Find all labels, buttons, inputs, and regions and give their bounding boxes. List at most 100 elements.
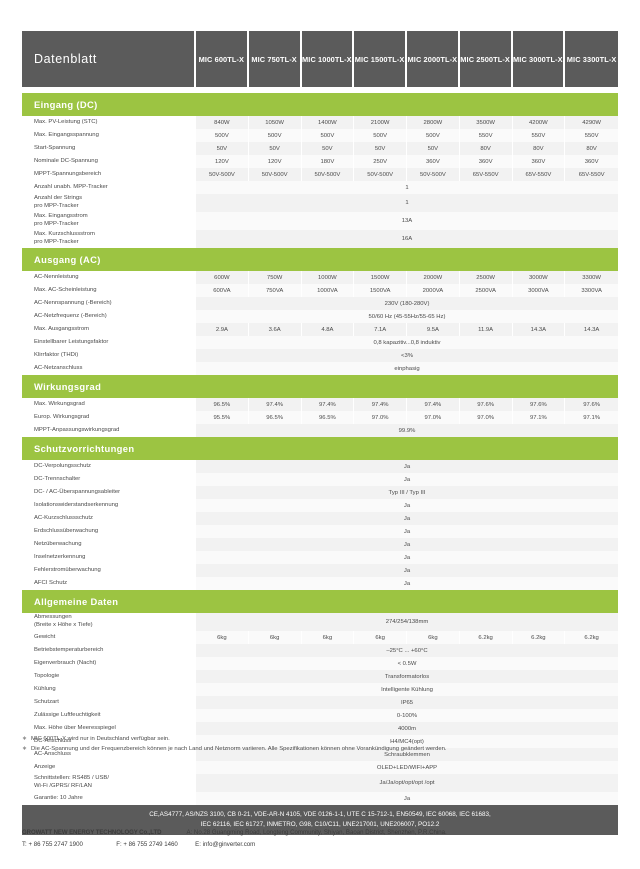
table-row: Max. Ausgangsstrom 2.9A 3.6A 4.8A 7.1A 9.5A 11… bbox=[22, 323, 618, 336]
row-label-3-6: Netzüberwachung bbox=[22, 538, 196, 551]
row-label-1-1: Max. AC-Scheinleistung bbox=[22, 284, 196, 297]
row-label-1-7: AC-Netzanschluss bbox=[22, 362, 196, 375]
row-label-0-4: MPPT-Spannungsbereich bbox=[22, 168, 196, 181]
row-span-value-4-9: H4/MC4(opt) bbox=[196, 735, 618, 748]
row-label-4-9: DC-Anschluss bbox=[22, 735, 196, 748]
row-label-3-2: DC- / AC-Überspannungsableiter bbox=[22, 486, 196, 499]
specification-table: Datenblatt MIC 600TL-X MIC 750TL-X MIC 1000… bbox=[22, 31, 618, 835]
model-header-4: MIC 2000TL-X bbox=[407, 31, 460, 87]
row-label-3-4: AC-Kurzschlussschutz bbox=[22, 512, 196, 525]
row-value-1-1-5: 2500VA bbox=[459, 284, 513, 297]
row-label-0-5: Anzahl unabh. MPP-Tracker bbox=[22, 181, 196, 194]
row-label-3-9: AFCI Schutz bbox=[22, 577, 196, 590]
row-value-0-2-7: 80V bbox=[565, 142, 618, 155]
row-span-value-4-11: OLED+LED/WIFI+APP bbox=[196, 761, 618, 774]
model-header-2: MIC 1000TL-X bbox=[301, 31, 355, 87]
footnote-text-0: MIC 600TL-X wird nur in Deutschland verf… bbox=[31, 736, 170, 742]
company-name: GROWATT NEW ENERGY TECHNOLOGY Co.,LTD bbox=[22, 829, 162, 836]
row-label-4-1: Gewicht bbox=[22, 631, 196, 644]
row-value-0-0-2: 1400W bbox=[301, 116, 355, 129]
row-value-2-1-7: 97.1% bbox=[565, 411, 618, 424]
table-row: AC-Netzfrequenz (-Bereich) 50/60 Hz (45-5… bbox=[22, 310, 618, 323]
company-email: info@ginverter.com bbox=[202, 840, 256, 848]
row-value-1-4-4: 9.5A bbox=[407, 323, 460, 336]
row-value-0-0-3: 2100W bbox=[354, 116, 407, 129]
row-value-1-4-5: 11.9A bbox=[459, 323, 513, 336]
row-label-1-5: Einstellbarer Leistungsfaktor bbox=[22, 336, 196, 349]
section-title-1: Ausgang (AC) bbox=[22, 248, 618, 271]
row-label-4-11: Anzeige bbox=[22, 761, 196, 774]
row-value-2-1-2: 96.5% bbox=[301, 411, 355, 424]
table-row: Gewicht 6kg 6kg 6kg 6kg 6kg 6.2kg 6.2kg 6.2kg bbox=[22, 631, 618, 644]
row-span-value-4-4: Transformatorlos bbox=[196, 670, 618, 683]
row-value-0-0-5: 3500W bbox=[459, 116, 513, 129]
row-value-2-1-5: 97.0% bbox=[459, 411, 513, 424]
row-value-2-0-6: 97.6% bbox=[512, 398, 566, 411]
row-label-1-2: AC-Nennspannung (-Bereich) bbox=[22, 297, 196, 310]
row-label-0-2: Start-Spannung bbox=[22, 142, 196, 155]
table-row: DC-Verpolungsschutz Ja bbox=[22, 460, 618, 473]
row-value-1-1-2: 1000VA bbox=[301, 284, 355, 297]
table-row: Betriebstemperaturbereich –25°C ... +60°C bbox=[22, 644, 618, 657]
row-span-value-4-10: Schraubklemmen bbox=[196, 748, 618, 761]
table-row: Einstellbarer Leistungsfaktor 0,8 kapazit… bbox=[22, 336, 618, 349]
table-header-row: Datenblatt MIC 600TL-X MIC 750TL-X MIC 1000… bbox=[22, 31, 618, 87]
row-value-0-4-1: 50V-500V bbox=[248, 168, 302, 181]
row-label-0-1: Max. Eingangsspannung bbox=[22, 129, 196, 142]
row-value-0-2-3: 50V bbox=[354, 142, 407, 155]
row-value-0-4-2: 50V-500V bbox=[301, 168, 355, 181]
row-value-2-0-7: 97.6% bbox=[565, 398, 618, 411]
row-value-0-3-2: 180V bbox=[301, 155, 355, 168]
bullet-icon: ∗ bbox=[22, 736, 27, 742]
table-row: MPPT-Spannungsbereich 50V-500V 50V-500V 50V… bbox=[22, 168, 618, 181]
model-header-0: MIC 600TL-X bbox=[196, 31, 249, 87]
table-row: Inselnetzerkennung Ja bbox=[22, 551, 618, 564]
row-value-1-4-7: 14.3A bbox=[565, 323, 618, 336]
table-row: AC-Kurzschlussschutz Ja bbox=[22, 512, 618, 525]
row-label-3-8: Fehlerstromüberwachung bbox=[22, 564, 196, 577]
table-row: Topologie Transformatorlos bbox=[22, 670, 618, 683]
row-value-0-3-3: 250V bbox=[354, 155, 407, 168]
row-value-0-3-4: 360V bbox=[407, 155, 460, 168]
row-value-0-3-0: 120V bbox=[196, 155, 249, 168]
row-span-value-4-3: < 0.5W bbox=[196, 657, 618, 670]
section-title-0: Eingang (DC) bbox=[22, 93, 618, 116]
row-span-value-4-7: 0-100% bbox=[196, 709, 618, 722]
table-row: Anzahl der Strings pro MPP-Tracker 1 bbox=[22, 194, 618, 212]
row-span-value-3-4: Ja bbox=[196, 512, 618, 525]
row-value-2-1-1: 96.5% bbox=[248, 411, 302, 424]
certification-line-2: IEC 62116, IEC 61727, INMETRO, G98, C10/… bbox=[200, 820, 440, 828]
row-value-0-3-1: 120V bbox=[248, 155, 302, 168]
table-row: Erdschlussüberwachung Ja bbox=[22, 525, 618, 538]
row-label-0-3: Nominale DC-Spannung bbox=[22, 155, 196, 168]
row-label-3-5: Erdschlussüberwachung bbox=[22, 525, 196, 538]
row-value-0-1-1: 500V bbox=[248, 129, 302, 142]
footnote-text-1: Die AC-Spannung und der Frequenzbereich … bbox=[31, 746, 447, 753]
row-label-4-0: Abmessungen (Breite x Höhe x Tiefe) bbox=[22, 613, 196, 631]
table-row: Max. Höhe über Meeresspiegel 4000m bbox=[22, 722, 618, 735]
row-value-1-0-5: 2500W bbox=[459, 271, 513, 284]
fax-label: F: bbox=[116, 840, 122, 848]
row-value-1-0-3: 1500W bbox=[354, 271, 407, 284]
section-title-3: Schutzvorrichtungen bbox=[22, 437, 618, 460]
row-label-0-6: Anzahl der Strings pro MPP-Tracker bbox=[22, 194, 196, 212]
model-header-3: MIC 1500TL-X bbox=[354, 31, 407, 87]
row-span-value-3-2: Typ III / Typ III bbox=[196, 486, 618, 499]
row-value-1-0-1: 750W bbox=[248, 271, 302, 284]
row-value-1-4-1: 3.6A bbox=[248, 323, 302, 336]
row-value-0-2-1: 50V bbox=[248, 142, 302, 155]
row-label-3-3: Isolationswiderstandserkennung bbox=[22, 499, 196, 512]
row-label-3-0: DC-Verpolungsschutz bbox=[22, 460, 196, 473]
row-value-0-3-6: 360V bbox=[512, 155, 566, 168]
address-label: A: bbox=[186, 829, 193, 836]
row-value-1-4-2: 4.8A bbox=[301, 323, 355, 336]
row-value-4-1-3: 6kg bbox=[354, 631, 407, 644]
row-value-0-1-7: 550V bbox=[565, 129, 618, 142]
row-label-4-2: Betriebstemperaturbereich bbox=[22, 644, 196, 657]
row-value-0-2-5: 80V bbox=[459, 142, 513, 155]
row-value-0-2-0: 50V bbox=[196, 142, 249, 155]
row-value-1-1-4: 2000VA bbox=[407, 284, 460, 297]
table-row: MPPT-Anpassungswirkungsgrad 99.9% bbox=[22, 424, 618, 437]
header-spacer bbox=[22, 87, 618, 93]
row-span-value-3-0: Ja bbox=[196, 460, 618, 473]
